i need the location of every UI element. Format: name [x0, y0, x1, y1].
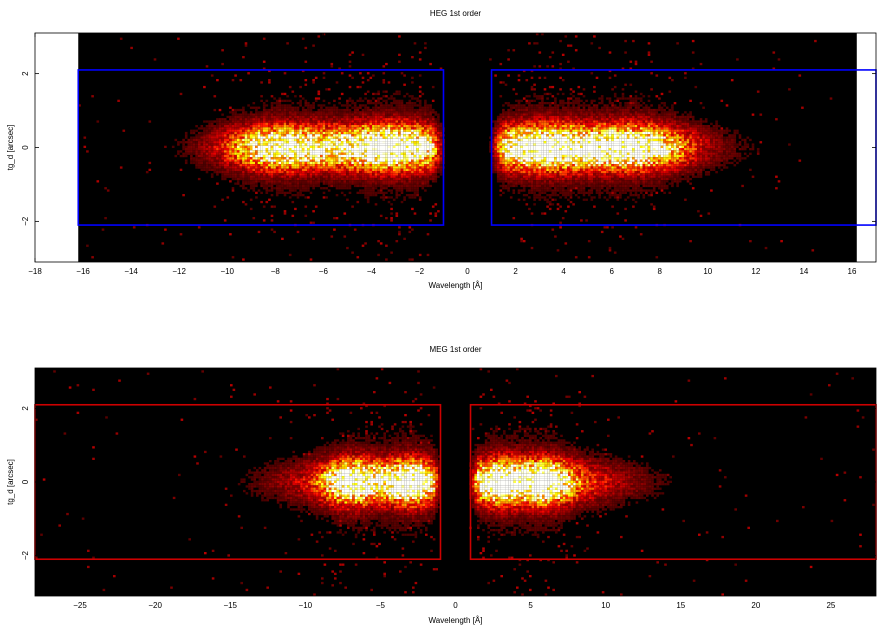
x-tick-label: −12 — [172, 267, 186, 276]
x-tick-label: 4 — [561, 267, 566, 276]
x-axis-label: Wavelength [Å] — [429, 616, 483, 625]
x-tick-label: 0 — [465, 267, 470, 276]
x-tick-label: −25 — [73, 601, 87, 610]
y-tick-label: 0 — [21, 145, 30, 150]
x-tick-label: 20 — [751, 601, 760, 610]
x-tick-label: −20 — [148, 601, 162, 610]
x-axis-label: Wavelength [Å] — [429, 281, 483, 290]
x-tick-label: 8 — [658, 267, 663, 276]
y-tick-label: −2 — [21, 550, 30, 560]
x-tick-label: 14 — [799, 267, 808, 276]
x-tick-label: −14 — [124, 267, 138, 276]
x-tick-label: 12 — [751, 267, 760, 276]
x-tick-label: 10 — [601, 601, 610, 610]
x-tick-label: −16 — [76, 267, 90, 276]
x-tick-label: −10 — [220, 267, 234, 276]
x-tick-label: 6 — [609, 267, 614, 276]
x-tick-label: 25 — [826, 601, 835, 610]
x-tick-label: 2 — [513, 267, 518, 276]
y-tick-label: −2 — [21, 216, 30, 226]
chart-title: HEG 1st order — [430, 9, 481, 18]
y-tick-label: 2 — [21, 71, 30, 76]
x-tick-label: 10 — [703, 267, 712, 276]
x-tick-label: −6 — [319, 267, 329, 276]
x-tick-label: 5 — [528, 601, 533, 610]
x-tick-label: −4 — [367, 267, 377, 276]
x-tick-label: −8 — [271, 267, 281, 276]
x-tick-label: −2 — [415, 267, 425, 276]
y-axis-label: tg_d [arcsec] — [6, 125, 15, 171]
x-tick-label: −18 — [28, 267, 42, 276]
x-tick-label: 15 — [676, 601, 685, 610]
heatmap-background — [35, 368, 876, 596]
x-tick-label: −5 — [376, 601, 386, 610]
x-tick-label: 0 — [453, 601, 458, 610]
x-tick-label: 16 — [848, 267, 857, 276]
y-axis-label: tg_d [arcsec] — [6, 459, 15, 505]
y-tick-label: 2 — [21, 406, 30, 411]
chart-title: MEG 1st order — [429, 345, 481, 354]
y-tick-label: 0 — [21, 479, 30, 484]
heatmap-cells — [78, 33, 833, 261]
panel-heg: −18 −16 −14 −12 −10 −8 −6 −4 −2 0 2 4 6 8 10 12 14 16 −2 0 2… — [6, 9, 877, 290]
x-tick-label: −15 — [223, 601, 237, 610]
extraction-box-negative — [77, 69, 445, 226]
x-tick-label: −10 — [299, 601, 313, 610]
heatmap-cells — [35, 368, 875, 596]
